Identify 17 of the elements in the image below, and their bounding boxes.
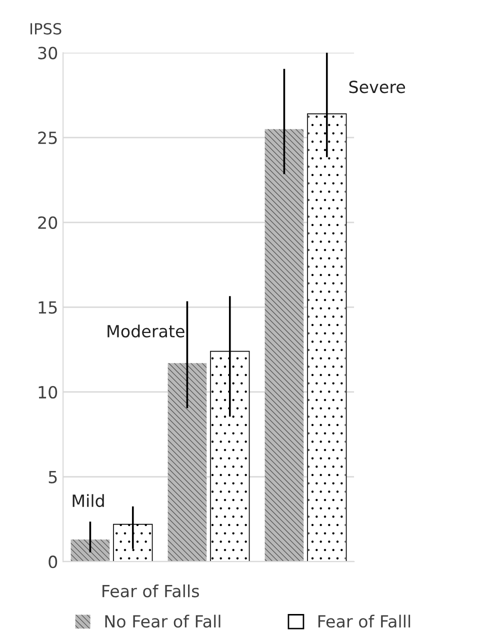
- y-tick-label: 0: [48, 556, 58, 568]
- y-tick-label: 15: [38, 301, 57, 314]
- y-tick-label: 10: [38, 386, 58, 399]
- bar: [70, 540, 110, 562]
- y-tick-label: 20: [38, 216, 58, 229]
- y-axis-title: IPSS: [30, 23, 62, 35]
- bar: [264, 129, 304, 562]
- legend-label: No Fear of Fall: [105, 614, 220, 628]
- y-tick-label: 25: [38, 132, 57, 144]
- y-tick-label: 5: [48, 470, 57, 484]
- annotation: Moderate: [108, 324, 184, 338]
- bar: [168, 363, 207, 562]
- annotation: Mild: [72, 494, 104, 508]
- legend-label: Fear of Falll: [318, 614, 410, 628]
- y-tick-label: 30: [38, 46, 58, 60]
- x-axis-title: Fear of Falls: [102, 584, 199, 598]
- annotation: Severe: [349, 80, 406, 94]
